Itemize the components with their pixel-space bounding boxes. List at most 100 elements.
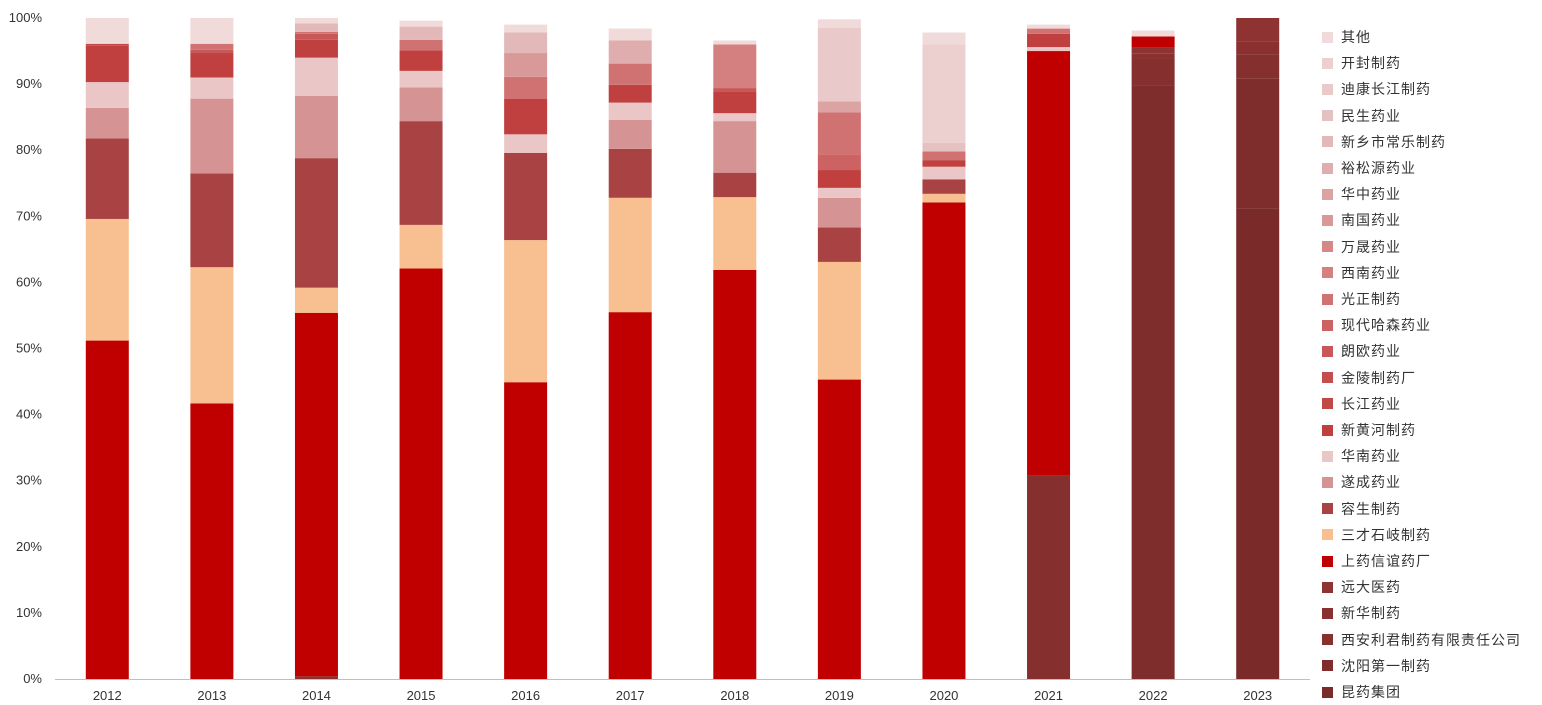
bar-segment: [608, 28, 652, 41]
bar-segment: [1027, 51, 1071, 476]
bar-segment: [608, 197, 652, 313]
bar-segment: [399, 87, 443, 122]
legend-swatch: [1322, 372, 1333, 384]
bar-segment: [817, 101, 861, 113]
legend-swatch: [1322, 529, 1333, 541]
legend-item: 新乡市常乐制药: [1322, 133, 1446, 151]
bar-segment: [1236, 54, 1280, 79]
bar-stack-2020: [922, 32, 966, 679]
bar-segment: [399, 39, 443, 51]
bar-segment: [608, 84, 652, 103]
legend-item: 遂成药业: [1322, 473, 1401, 491]
bar-segment: [713, 40, 757, 45]
legend-item: 新华制药: [1322, 604, 1401, 622]
x-tick-label: 2023: [1243, 688, 1272, 703]
bar-segment: [504, 382, 548, 679]
y-tick-label: 70%: [16, 208, 42, 223]
bar-segment: [85, 218, 129, 341]
legend-swatch: [1322, 686, 1333, 698]
bar-segment: [817, 19, 861, 28]
legend-label: 其他: [1341, 30, 1371, 46]
x-tick-label: 2015: [407, 688, 436, 703]
bar-segment: [504, 240, 548, 383]
y-tick-label: 100%: [9, 10, 43, 25]
bar-segment: [190, 173, 234, 268]
y-tick-label: 50%: [16, 341, 42, 356]
legend-label: 金陵制药厂: [1341, 370, 1416, 387]
bar-segment: [608, 312, 652, 679]
bar-segment: [1131, 85, 1175, 679]
legend-swatch: [1322, 555, 1333, 567]
legend-swatch: [1322, 214, 1333, 226]
legend-label: 民生药业: [1341, 108, 1401, 125]
bar-segment: [817, 227, 861, 262]
bar-segment: [1027, 33, 1071, 48]
bar-segment: [1131, 30, 1175, 37]
bar-segment: [922, 166, 966, 180]
legend-item: 迪康长江制药: [1322, 80, 1431, 98]
legend-label: 三才石岐制药: [1341, 527, 1431, 544]
legend-label: 远大医药: [1341, 580, 1401, 597]
bar-stack-2017: [608, 28, 652, 679]
bar-segment: [504, 76, 548, 99]
legend-item: 长江药业: [1322, 395, 1401, 413]
legend-label: 遂成药业: [1341, 475, 1401, 492]
bar-segment: [1236, 208, 1280, 680]
legend-swatch: [1322, 424, 1333, 436]
bar-segment: [399, 20, 443, 27]
legend-swatch: [1322, 267, 1333, 279]
bar-segment: [190, 403, 234, 679]
legend-swatch: [1322, 31, 1333, 43]
legend-label: 朗欧药业: [1341, 344, 1401, 361]
bar-segment: [817, 261, 861, 380]
bar-segment: [817, 154, 861, 171]
legend-swatch: [1322, 57, 1333, 69]
bar-segment: [399, 224, 443, 269]
bar-segment: [190, 53, 234, 78]
bar-segment: [608, 40, 652, 64]
bar-segment: [399, 121, 443, 225]
x-tick-label: 2019: [825, 688, 854, 703]
legend-swatch: [1322, 188, 1333, 200]
bar-stack-2019: [817, 19, 861, 679]
y-tick-label: 0%: [23, 671, 42, 686]
bar-segment: [504, 152, 548, 241]
bar-segment: [85, 43, 129, 46]
legend-label: 新华制药: [1341, 606, 1401, 623]
bar-segment: [713, 269, 757, 679]
legend-label: 西南药业: [1341, 265, 1401, 282]
bar-segment: [85, 82, 129, 108]
x-tick-label: 2012: [93, 688, 122, 703]
bar-segment: [190, 77, 234, 99]
legend-item: 其他: [1322, 28, 1371, 46]
bar-segment: [504, 24, 548, 33]
legend-label: 上药信谊药厂: [1341, 554, 1431, 570]
bar-segment: [713, 121, 757, 173]
bar-segment: [713, 172, 757, 198]
bar-segment: [922, 179, 966, 194]
bar-segment: [294, 95, 338, 159]
legend-item: 华南药业: [1322, 447, 1401, 465]
bar-segment: [1027, 28, 1071, 34]
legend-label: 光正制药: [1341, 292, 1401, 308]
x-tick-label: 2013: [197, 688, 226, 703]
bar-segment: [817, 112, 861, 155]
legend-swatch: [1322, 345, 1333, 357]
legend-item: 远大医药: [1322, 578, 1401, 596]
bar-segment: [1131, 36, 1175, 48]
bar-segment: [608, 148, 652, 198]
legend-label: 沈阳第一制药: [1341, 658, 1431, 675]
legend-item: 昆药集团: [1322, 683, 1401, 701]
legend-item: 三才石岐制药: [1322, 526, 1431, 544]
legend-swatch: [1322, 110, 1333, 122]
bar-segment: [504, 32, 548, 54]
bar-segment: [608, 63, 652, 85]
legend-label: 迪康长江制药: [1341, 82, 1431, 99]
bar-segment: [922, 193, 966, 203]
legend-item: 裕松源药业: [1322, 159, 1416, 177]
bar-stack-2014: [294, 18, 338, 679]
legend-item: 新黄河制药: [1322, 421, 1416, 439]
bar-segment: [85, 138, 129, 219]
